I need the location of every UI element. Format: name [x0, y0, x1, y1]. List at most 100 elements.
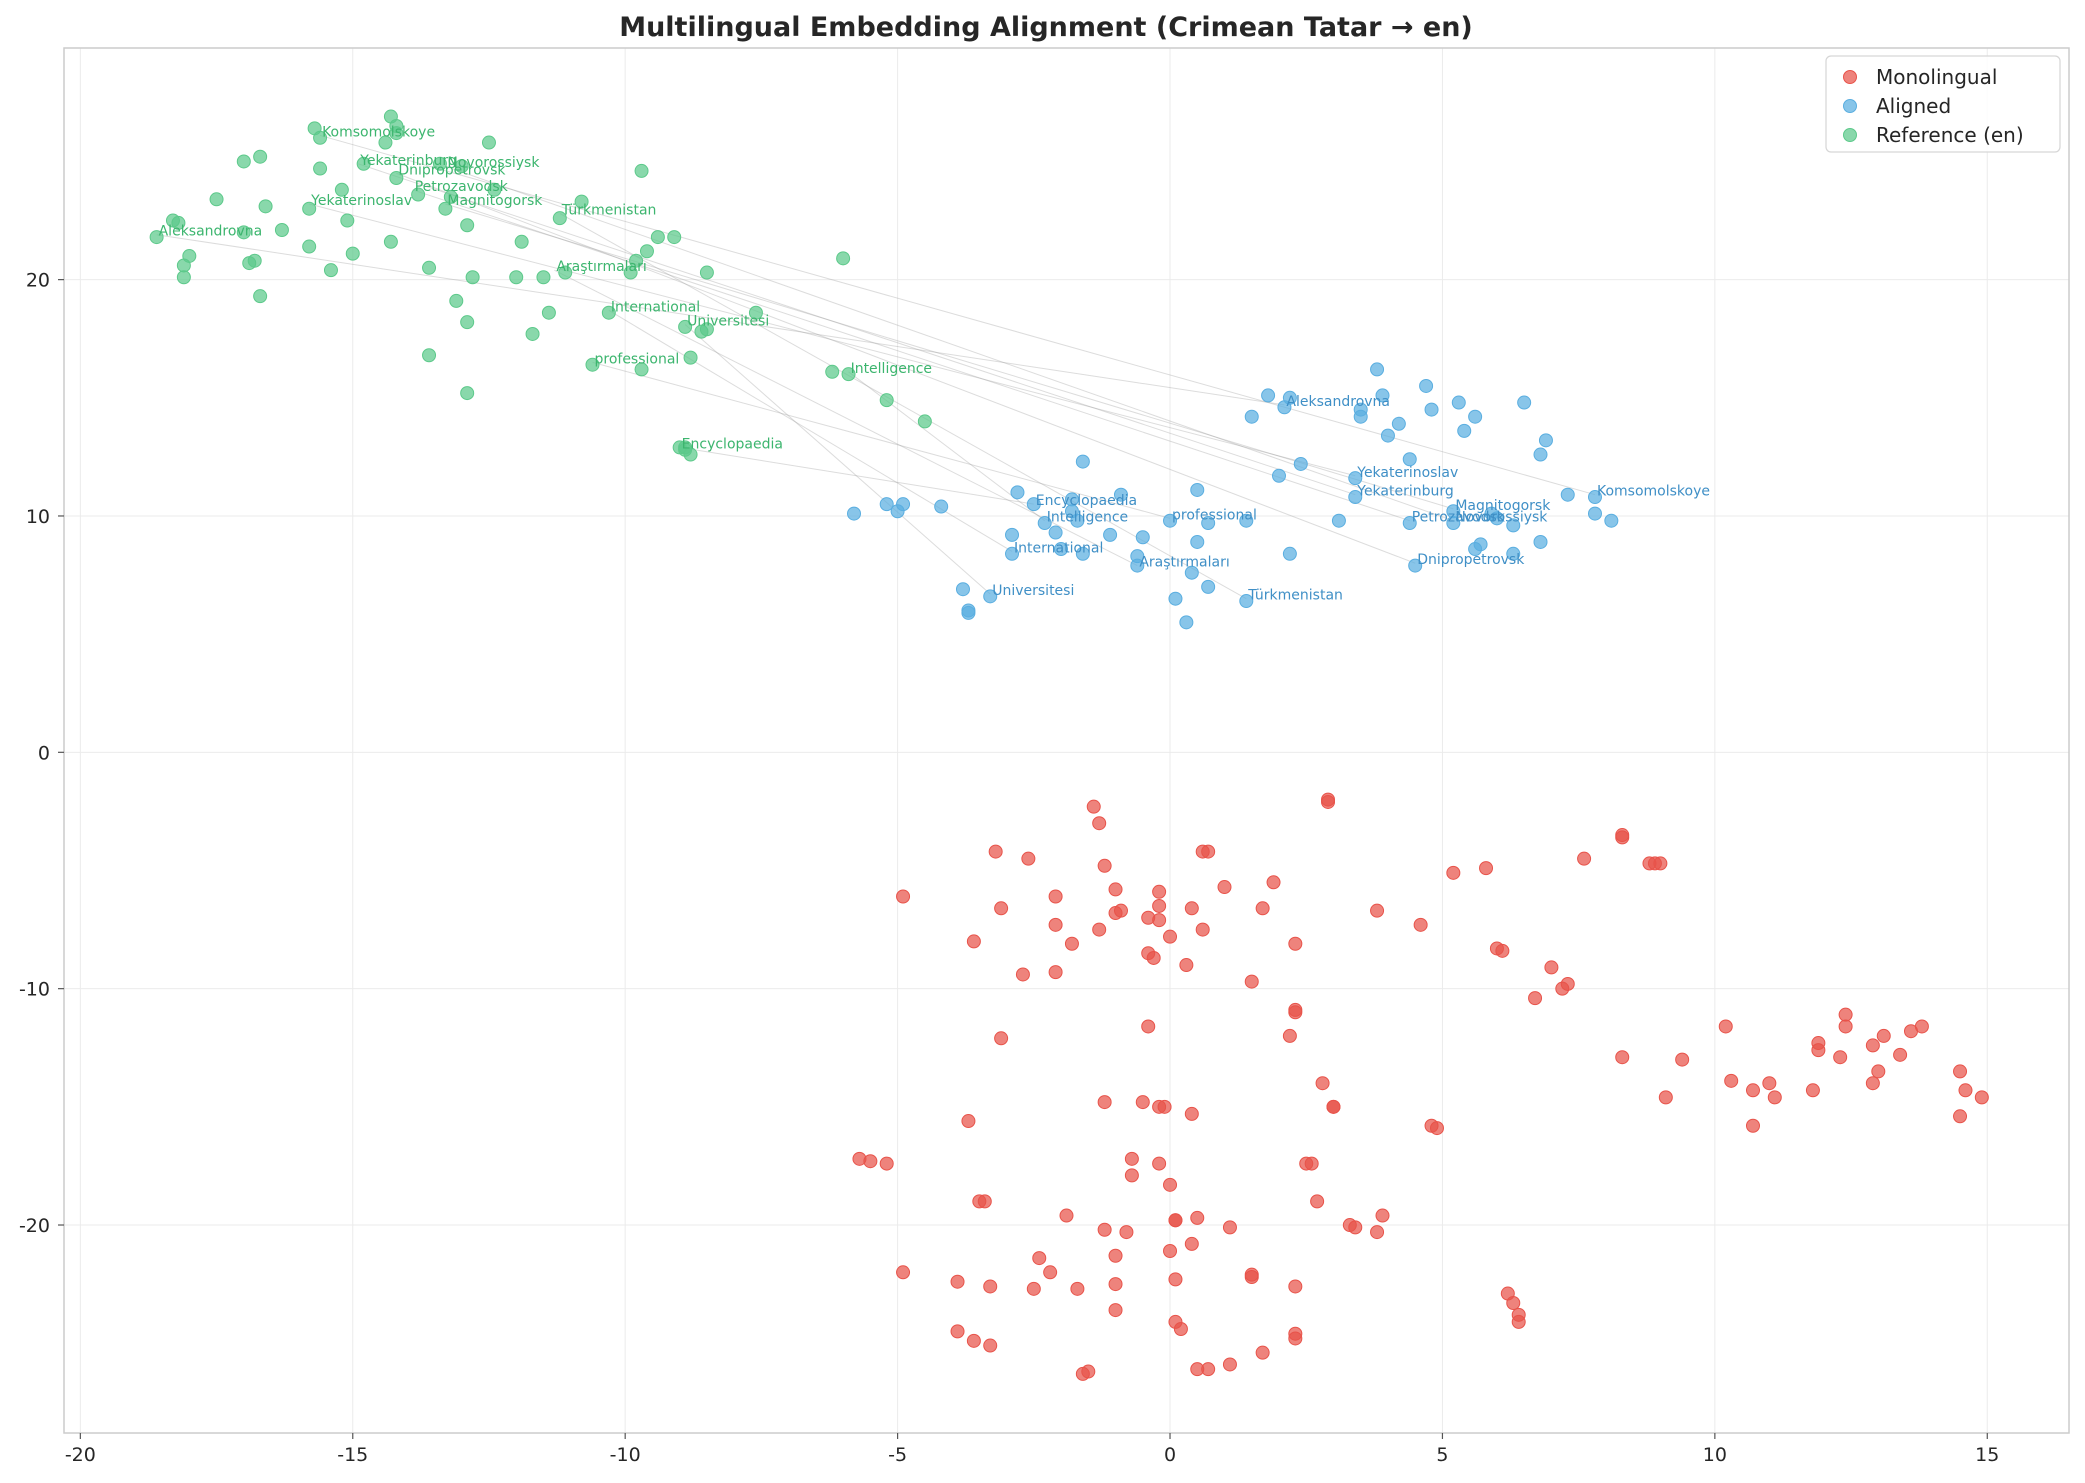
point-reference-en: [149, 230, 164, 245]
point-monolingual: [1658, 1090, 1673, 1105]
connection-line: [358, 163, 1356, 496]
point-reference-en: [629, 253, 644, 268]
point-aligned: [1201, 579, 1216, 594]
point-monolingual: [1255, 901, 1270, 916]
point-monolingual: [1184, 901, 1199, 916]
point-aligned: [1054, 542, 1069, 557]
point-monolingual: [1255, 1345, 1270, 1360]
point-monolingual: [1163, 1244, 1178, 1259]
point-monolingual: [961, 1114, 976, 1129]
point-monolingual: [1201, 844, 1216, 859]
point-monolingual: [1838, 1019, 1853, 1034]
annotation-aligned: Komsomolskoye: [1597, 484, 1710, 500]
point-monolingual: [966, 1333, 981, 1348]
point-aligned: [983, 589, 998, 604]
point-reference-en: [422, 260, 437, 275]
point-reference-en: [411, 187, 426, 202]
series-reference-en: [149, 109, 932, 462]
point-monolingual: [1577, 851, 1592, 866]
point-aligned: [1037, 516, 1052, 531]
data-points: [149, 109, 1989, 1381]
point-aligned: [1239, 513, 1254, 528]
legend-box: [1825, 55, 2061, 153]
point-monolingual: [1048, 889, 1063, 904]
point-reference-en: [667, 230, 682, 245]
point-aligned: [1293, 456, 1308, 471]
point-aligned: [1446, 516, 1461, 531]
connection-line: [445, 203, 1454, 510]
point-monolingual: [983, 1338, 998, 1353]
legend-marker-monolingual: [1843, 70, 1857, 84]
legend-label-reference-en: Reference (en): [1876, 123, 2024, 147]
point-reference-en: [258, 199, 273, 214]
point-reference-en: [389, 126, 404, 141]
point-aligned: [1201, 516, 1216, 531]
point-reference-en: [389, 170, 404, 185]
point-aligned: [1005, 546, 1020, 561]
point-aligned: [1506, 546, 1521, 561]
connection-line: [592, 361, 1171, 519]
point-monolingual: [1043, 1265, 1058, 1280]
x-tick-label: 0: [1164, 1444, 1176, 1466]
connection-line: [684, 324, 991, 595]
point-aligned: [1604, 513, 1619, 528]
x-tick-label: 15: [1975, 1444, 1999, 1466]
point-monolingual: [1675, 1052, 1690, 1067]
point-monolingual: [988, 844, 1003, 859]
annotation-aligned: International: [1014, 540, 1103, 556]
point-aligned: [1277, 400, 1292, 415]
point-aligned: [1184, 565, 1199, 580]
point-aligned: [1075, 546, 1090, 561]
point-reference-en: [678, 319, 693, 334]
point-monolingual: [1288, 1005, 1303, 1020]
point-monolingual: [1152, 884, 1167, 899]
annotation-aligned: Novorossiysk: [1455, 510, 1548, 526]
point-aligned: [1375, 388, 1390, 403]
point-monolingual: [1805, 1083, 1820, 1098]
point-monolingual: [1113, 903, 1128, 918]
point-monolingual: [1163, 1177, 1178, 1192]
point-monolingual: [1876, 1028, 1891, 1043]
annotation-aligned: professional: [1172, 507, 1257, 523]
x-tick-label: -5: [888, 1444, 907, 1466]
point-reference-en: [525, 326, 540, 341]
point-monolingual: [1299, 1156, 1314, 1171]
point-monolingual: [1370, 903, 1385, 918]
point-reference-en: [481, 135, 496, 150]
legend-marker-aligned: [1843, 99, 1857, 113]
x-tick-label: -20: [65, 1444, 96, 1466]
connection-line: [412, 189, 1410, 522]
point-monolingual: [1108, 1303, 1123, 1318]
point-monolingual: [1479, 861, 1494, 876]
annotation-reference-en: Araştırmaları: [556, 259, 646, 275]
point-monolingual: [994, 1031, 1009, 1046]
point-monolingual: [1075, 1366, 1090, 1381]
x-tick-label: 5: [1436, 1444, 1448, 1466]
connection-line: [554, 269, 1138, 567]
point-aligned: [1348, 471, 1363, 486]
point-reference-en: [460, 315, 475, 330]
point-monolingual: [1288, 936, 1303, 951]
point-monolingual: [1321, 794, 1336, 809]
annotation-aligned: Universitesi: [992, 583, 1074, 599]
point-monolingual: [1413, 917, 1428, 932]
point-reference-en: [514, 234, 529, 249]
point-reference-en: [438, 201, 453, 216]
point-aligned: [1271, 468, 1286, 483]
point-monolingual: [966, 934, 981, 949]
point-reference-en: [552, 211, 567, 226]
point-reference-en: [460, 218, 475, 233]
point-aligned: [1538, 433, 1553, 448]
x-tick-label: -15: [337, 1444, 368, 1466]
point-reference-en: [454, 159, 469, 174]
point-reference-en: [302, 201, 317, 216]
point-aligned: [1506, 518, 1521, 533]
point-reference-en: [356, 156, 371, 171]
point-monolingual: [1495, 943, 1510, 958]
point-monolingual: [1048, 965, 1063, 980]
point-reference-en: [487, 182, 502, 197]
point-aligned: [1010, 485, 1025, 500]
point-reference-en: [432, 156, 447, 171]
connection-lines: [156, 134, 1596, 600]
point-reference-en: [236, 154, 251, 169]
